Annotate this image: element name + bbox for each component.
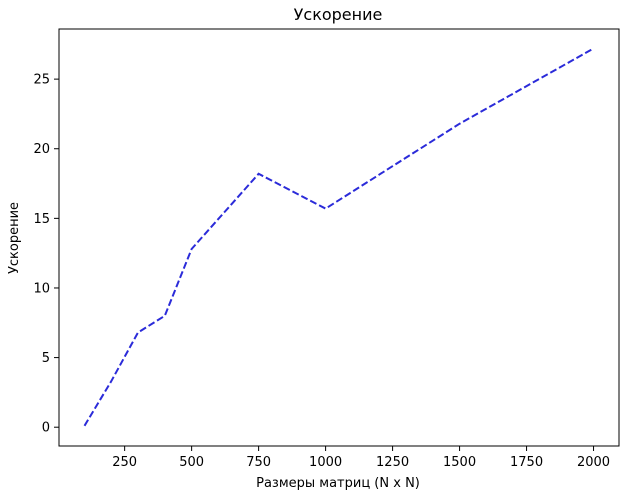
series-layer [83,47,594,427]
series-line-0 [83,47,594,427]
x-tick-label: 1500 [443,455,476,470]
chart-title: Ускорение [294,5,383,24]
y-axis-ticks: 0 5 10 15 20 25 [33,73,59,436]
y-tick-label: 25 [33,73,50,88]
x-tick-label: 250 [112,455,137,470]
x-tick-label: 750 [246,455,271,470]
plot-frame [58,28,620,447]
plot-area [58,28,620,447]
y-tick-label: 20 [33,142,50,157]
y-tick-label: 0 [42,421,50,436]
y-tick-label: 15 [33,212,50,227]
x-tick-label: 1000 [309,455,342,470]
x-tick-label: 1250 [376,455,409,470]
y-axis-label: Ускорение [7,202,22,274]
y-tick-label: 5 [42,351,50,366]
x-tick-label: 1750 [510,455,543,470]
x-tick-label: 500 [179,455,204,470]
y-tick-label: 10 [33,281,50,296]
x-axis-label: Размеры матриц (N x N) [256,476,420,491]
x-axis-ticks: 250 500 750 1000 1250 1500 1750 2000 [112,446,610,470]
x-tick-label: 2000 [577,455,610,470]
